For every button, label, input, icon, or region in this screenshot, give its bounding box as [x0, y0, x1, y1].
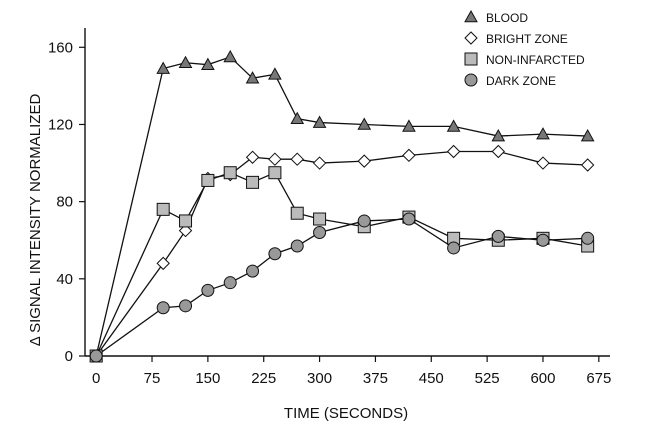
series-line-non-infarcted [95, 171, 588, 357]
data-point-dark-zone [156, 301, 170, 315]
data-point-blood [290, 111, 305, 124]
x-tick-label: 150 [195, 370, 220, 387]
data-point-bright-zone [312, 156, 327, 170]
data-point-non-infarcted [201, 173, 215, 187]
data-point-non-infarcted [156, 202, 170, 216]
y-tick-label: 0 [65, 348, 73, 365]
data-point-blood [268, 67, 282, 80]
data-point-dark-zone [491, 229, 505, 243]
legend-label-bright-zone: BRIGHT ZONE [486, 32, 568, 46]
data-point-non-infarcted [290, 206, 304, 220]
data-point-dark-zone [536, 233, 550, 247]
y-tick-label: 160 [48, 39, 73, 56]
legend-marker-dark-zone [464, 73, 478, 87]
x-tick-label: 525 [475, 370, 500, 387]
x-axis-title: TIME (SECONDS) [284, 405, 408, 422]
y-axis-title: Δ SIGNAL INTENSITY NORMALIZED [27, 94, 44, 347]
data-point-non-infarcted [268, 166, 282, 180]
data-point-dark-zone [201, 283, 215, 297]
data-point-dark-zone [357, 214, 371, 228]
data-point-blood [156, 61, 171, 74]
data-point-non-infarcted [179, 214, 193, 228]
data-point-dark-zone [246, 264, 260, 278]
data-point-bright-zone [446, 144, 461, 159]
series-line-bright-zone [95, 150, 588, 357]
y-tick-label: 40 [56, 271, 73, 288]
data-point-blood [245, 71, 260, 84]
data-point-blood [357, 117, 372, 130]
data-point-blood [402, 119, 416, 132]
data-point-dark-zone [581, 231, 595, 245]
x-tick-label: 450 [419, 370, 444, 387]
data-point-non-infarcted [313, 212, 327, 226]
x-ticks: 0 75 150 225 300 375 450 525 600 675 [92, 356, 611, 387]
data-point-bright-zone [536, 156, 550, 170]
legend-marker-blood [464, 9, 478, 23]
x-tick-label: 675 [586, 370, 611, 387]
legend-label-blood: BLOOD [486, 11, 528, 25]
data-point-bright-zone [178, 223, 193, 238]
data-point-dark-zone [447, 241, 461, 255]
x-tick-label: 225 [251, 370, 276, 387]
legend-marker-bright-zone [464, 31, 478, 45]
data-point-bright-zone [156, 256, 170, 271]
data-point-blood [178, 55, 193, 69]
data-point-blood [446, 119, 461, 132]
legend-marker-non-infarcted [464, 52, 478, 66]
x-tick-label: 75 [144, 370, 161, 387]
plot-lines [95, 56, 588, 357]
data-point-blood [201, 57, 215, 70]
data-point-blood [312, 115, 327, 128]
x-tick-label: 600 [530, 370, 555, 387]
data-point-bright-zone [268, 152, 282, 166]
data-point-bright-zone [245, 150, 260, 164]
data-point-blood [223, 49, 238, 63]
data-point-bright-zone [290, 152, 304, 166]
legend: BLOOD BRIGHT ZONE NON-INFARCTED DARK ZONE [464, 9, 585, 88]
series-line-blood [95, 56, 588, 357]
data-point-dark-zone [179, 299, 193, 313]
plot-markers [89, 49, 595, 363]
y-tick-label: 80 [56, 194, 73, 211]
data-point-dark-zone [268, 247, 282, 261]
data-point-dark-zone [290, 239, 304, 253]
data-point-non-infarcted [246, 175, 260, 189]
data-point-bright-zone [491, 144, 506, 159]
legend-label-non-infarcted: NON-INFARCTED [486, 53, 585, 67]
data-point-bright-zone [580, 158, 595, 172]
data-point-non-infarcted [223, 166, 237, 180]
x-tick-label: 300 [307, 370, 332, 387]
x-tick-label: 375 [363, 370, 388, 387]
data-point-dark-zone [402, 212, 416, 226]
data-point-blood [580, 129, 595, 142]
data-point-bright-zone [357, 154, 371, 168]
x-tick-label: 0 [92, 370, 100, 387]
data-point-blood [491, 129, 506, 142]
data-point-dark-zone [89, 349, 103, 363]
legend-label-dark-zone: DARK ZONE [486, 74, 556, 88]
data-point-bright-zone [402, 148, 416, 163]
y-tick-label: 120 [48, 116, 73, 133]
axes: 0 75 150 225 300 375 450 525 600 675 0 40 80 120 160 [48, 28, 611, 387]
data-point-dark-zone [313, 226, 327, 240]
data-point-dark-zone [223, 276, 237, 290]
y-ticks: 0 40 80 120 160 [48, 39, 85, 365]
data-point-blood [536, 127, 550, 140]
